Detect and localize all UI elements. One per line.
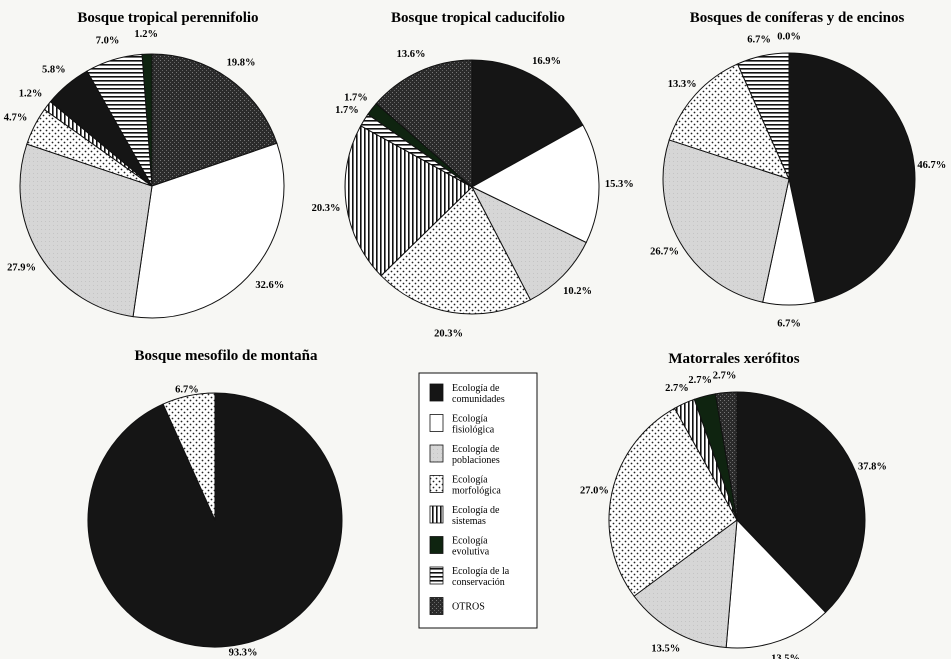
- slice-percent-label: 2.7%: [713, 371, 737, 382]
- slice-percent-label: 13.5%: [651, 643, 680, 654]
- slice-percent-label: 46.7%: [917, 160, 946, 171]
- slice-percent-label: 26.7%: [650, 247, 679, 258]
- slice-percent-label: 13.3%: [668, 79, 697, 90]
- legend-swatch-otros: [429, 597, 444, 615]
- chart-title-mesofilo-montana: Bosque mesofilo de montaña: [135, 348, 318, 364]
- pie-slice-ecologia-de-poblaciones: [470, 185, 587, 301]
- slice-percent-label: 4.7%: [4, 113, 28, 124]
- legend-swatch-ecologia-de-sistemas: [429, 505, 444, 524]
- legend-label: evolutiva: [452, 547, 490, 558]
- legend-label: Ecología: [452, 414, 488, 425]
- slice-percent-label: 13.6%: [397, 49, 426, 60]
- slice-percent-label: 27.0%: [580, 485, 609, 496]
- pie-coniferas-encinos: 46.7% 6.7% 26.7% 13.3% 6.7% 0.0%: [650, 31, 946, 329]
- legend-swatch-ecologia-evolutiva: [429, 536, 444, 554]
- pie-matorrales-xerofitos: 37.8%13.5%13.5%27.0%2.7%2.7%2.7%: [580, 371, 887, 659]
- slice-percent-label: 1.2%: [134, 29, 158, 40]
- pie-slice-ecologia-de-poblaciones: [19, 143, 153, 318]
- slice-percent-label: 1.7%: [344, 92, 368, 103]
- legend-label: Ecología de: [452, 383, 500, 394]
- chart-title-tropical-perennifolio: Bosque tropical perennifolio: [77, 10, 258, 26]
- slice-percent-label: 32.6%: [255, 280, 284, 291]
- legend-label: Ecología de: [452, 505, 500, 516]
- pie-tropical-perennifolio: 19.8% 32.6% 27.9% 4.7% 1.2% 5.8% 7.0% 1.2%: [4, 29, 285, 319]
- slice-percent-label: 27.9%: [7, 262, 36, 273]
- pie-tropical-caducifolio: 16.9% 15.3% 10.2% 20.3% 20.3% 1.7% 1.7% 13.6%: [312, 49, 634, 339]
- pie-slice-ecologia-de-comunidades: [471, 59, 584, 188]
- pie-slice-ecologia-de-comunidades: [736, 391, 866, 614]
- pie-slice-ecologia-fisiologica: [470, 124, 600, 244]
- slice-percent-label: 10.2%: [563, 286, 592, 297]
- legend-label: Ecología: [452, 475, 488, 486]
- legend-swatch-ecologia-de-comunidades: [429, 383, 444, 402]
- slice-percent-label: 2.7%: [665, 383, 689, 394]
- legend-label: sistemas: [452, 516, 486, 527]
- slice-percent-label: 13.5%: [771, 654, 800, 659]
- legend-label: conservación: [452, 577, 505, 588]
- pie-slice-ecologia-fisiologica: [132, 142, 285, 319]
- slice-percent-label: 16.9%: [532, 56, 561, 67]
- chart-title-coniferas-encinos: Bosques de coníferas y de encinos: [690, 10, 905, 26]
- legend-label: OTROS: [452, 602, 485, 613]
- legend-label: Ecología: [452, 536, 488, 547]
- pie-slice-ecologia-morfologica: [162, 392, 216, 521]
- slice-percent-label: 93.3%: [229, 648, 258, 659]
- slice-percent-label: 6.7%: [747, 35, 771, 46]
- pie-slice-ecologia-morfologica: [608, 407, 738, 597]
- slice-percent-label: 15.3%: [605, 179, 634, 190]
- legend-label: Ecología de la: [452, 566, 510, 577]
- pie-slice-otros: [151, 53, 278, 187]
- legend-label: fisiológica: [452, 425, 495, 436]
- legend-frame: [418, 372, 538, 629]
- pie-slice-ecologia-morfologica: [668, 63, 790, 180]
- pie-slice-ecologia-de-la-conservacion: [736, 52, 790, 180]
- legend-label: Ecología de: [452, 444, 500, 455]
- legend-label: poblaciones: [452, 455, 500, 466]
- slice-percent-label: 1.2%: [19, 89, 43, 100]
- slice-percent-label: 20.3%: [312, 203, 341, 214]
- slice-percent-label: 1.7%: [335, 105, 359, 116]
- pie-slice-ecologia-morfologica: [380, 186, 532, 315]
- slice-percent-label: 7.0%: [96, 36, 120, 47]
- pie-slice-ecologia-de-sistemas: [344, 125, 473, 277]
- pie-mesofilo-montana: 93.3% 6.7%: [87, 384, 343, 659]
- slice-percent-label: 6.7%: [175, 384, 199, 395]
- slice-percent-label: 0.0%: [777, 31, 801, 42]
- legend: Ecología decomunidadesEcologíafisiológic…: [418, 372, 538, 629]
- legend-swatch-ecologia-morfologica: [429, 475, 444, 493]
- legend-label: comunidades: [452, 394, 505, 405]
- slice-percent-label: 19.8%: [227, 57, 256, 68]
- legend-swatch-ecologia-fisiologica: [429, 414, 444, 432]
- slice-percent-label: 2.7%: [688, 375, 712, 386]
- slice-percent-label: 20.3%: [434, 328, 463, 339]
- pie-slice-otros: [375, 59, 473, 189]
- pie-slice-otros: [714, 391, 738, 521]
- pie-slice-ecologia-evolutiva: [141, 53, 153, 187]
- legend-label: morfológica: [452, 486, 501, 497]
- pie-slice-ecologia-fisiologica: [725, 518, 827, 649]
- pie-slice-ecologia-de-poblaciones: [662, 139, 790, 303]
- slice-percent-label: 37.8%: [858, 462, 887, 473]
- chart-title-tropical-caducifolio: Bosque tropical caducifolio: [391, 10, 565, 26]
- chart-title-matorrales-xerofitos: Matorrales xerófitos: [668, 351, 799, 367]
- slice-percent-label: 5.8%: [42, 65, 66, 76]
- legend-swatch-ecologia-de-la-conservacion: [429, 566, 444, 585]
- legend-swatch-ecologia-de-poblaciones: [429, 444, 444, 463]
- slice-percent-label: 6.7%: [777, 319, 801, 330]
- pie-slice-ecologia-de-comunidades: [788, 52, 916, 303]
- pie-slice-ecologia-de-poblaciones: [633, 518, 738, 649]
